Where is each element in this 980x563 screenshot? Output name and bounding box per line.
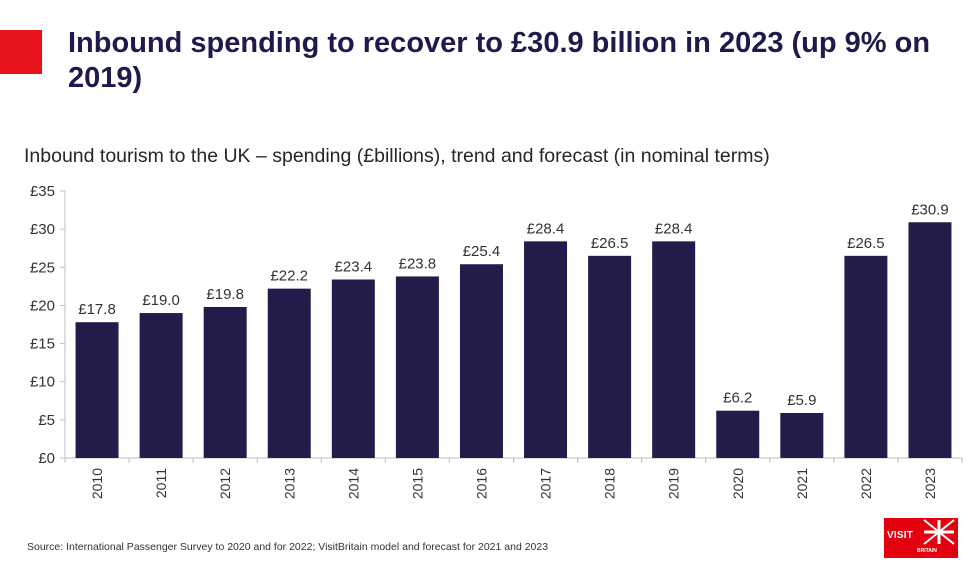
chart-title: Inbound tourism to the UK – spending (£b… [24, 145, 770, 167]
y-tick-label: £30 [30, 221, 55, 238]
bar [267, 288, 311, 458]
data-label: £5.9 [787, 392, 816, 409]
data-label: £23.8 [399, 255, 437, 272]
x-tick-label: 2011 [153, 468, 169, 498]
y-tick-label: £0 [38, 450, 55, 467]
data-label: £19.8 [206, 286, 244, 303]
x-tick-label: 2020 [730, 468, 746, 499]
x-tick-label: 2016 [473, 468, 489, 499]
logo-text: VISIT [887, 530, 914, 541]
x-tick-label: 2014 [345, 468, 361, 499]
bar [524, 241, 568, 458]
source-note: Source: International Passenger Survey t… [27, 541, 549, 553]
bar [203, 306, 247, 458]
x-tick-label: 2012 [217, 468, 233, 499]
bar [139, 313, 183, 458]
bar [588, 255, 632, 458]
bar [652, 241, 696, 458]
data-label: £17.8 [78, 301, 116, 318]
y-tick-label: £35 [30, 183, 55, 200]
bar [75, 322, 119, 458]
data-label: £22.2 [270, 268, 308, 285]
y-tick-label: £20 [30, 297, 55, 314]
data-label: £26.5 [847, 235, 885, 252]
x-tick-label: 2017 [538, 468, 554, 499]
data-label: £23.4 [335, 258, 373, 275]
data-label: £25.4 [463, 243, 501, 260]
bar [716, 410, 760, 458]
visitbritain-logo: VISIT BRITAIN [884, 518, 958, 558]
bar [780, 412, 824, 458]
data-label: £30.9 [911, 201, 949, 218]
logo-subtext: BRITAIN [917, 548, 937, 554]
x-tick-label: 2022 [858, 468, 874, 499]
bar [395, 276, 439, 458]
y-tick-label: £10 [30, 374, 55, 391]
x-tick-label: 2018 [602, 468, 618, 499]
y-tick-label: £15 [30, 336, 55, 353]
bar [908, 222, 952, 458]
x-tick-label: 2021 [794, 468, 810, 499]
data-label: £28.4 [655, 220, 693, 237]
union-flag-icon [923, 519, 955, 545]
x-tick-label: 2013 [281, 468, 297, 499]
page-title: Inbound spending to recover to £30.9 bil… [68, 27, 931, 94]
y-tick-label: £25 [30, 259, 55, 276]
x-tick-label: 2023 [922, 468, 938, 499]
x-tick-label: 2010 [89, 468, 105, 499]
bar [331, 279, 375, 458]
data-label: £26.5 [591, 235, 629, 252]
x-tick-label: 2015 [409, 468, 425, 499]
data-label: £6.2 [723, 390, 752, 407]
red-square-icon [0, 30, 42, 74]
y-tick-label: £5 [38, 412, 55, 429]
data-label: £19.0 [142, 292, 180, 309]
x-tick-label: 2019 [666, 468, 682, 499]
bar [459, 264, 503, 458]
data-label: £28.4 [527, 220, 565, 237]
bar [844, 255, 888, 458]
